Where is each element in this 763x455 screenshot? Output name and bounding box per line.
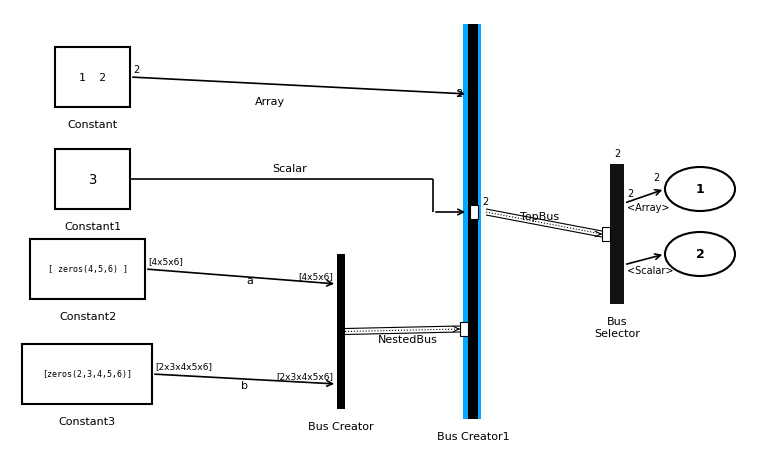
Text: Constant3: Constant3: [59, 416, 115, 426]
Text: Constant1: Constant1: [64, 222, 121, 232]
Bar: [463, 25, 481, 419]
Text: 1: 1: [696, 183, 704, 196]
Bar: [55, 48, 130, 108]
Text: <Array>: <Array>: [627, 203, 669, 213]
Text: <Scalar>: <Scalar>: [627, 265, 674, 275]
Text: Bus
Selector: Bus Selector: [594, 316, 640, 338]
Text: 2: 2: [627, 189, 633, 199]
Text: [2x3x4x5x6]: [2x3x4x5x6]: [276, 371, 333, 380]
Text: 2: 2: [482, 197, 488, 207]
Bar: [610, 165, 624, 304]
Text: [4x5x6]: [4x5x6]: [298, 271, 333, 280]
Text: 3: 3: [89, 172, 97, 187]
Bar: [470, 206, 478, 219]
Text: 2: 2: [457, 89, 463, 99]
Text: Bus Creator: Bus Creator: [308, 421, 374, 431]
Text: [2x3x4x5x6]: [2x3x4x5x6]: [155, 361, 212, 370]
Text: 2: 2: [614, 149, 620, 159]
Ellipse shape: [665, 167, 735, 212]
Bar: [337, 254, 345, 409]
Text: [zeros(2,3,4,5,6)]: [zeros(2,3,4,5,6)]: [42, 369, 132, 379]
Text: [ zeros(4,5,6) ]: [ zeros(4,5,6) ]: [47, 265, 127, 274]
Text: NestedBus: NestedBus: [378, 334, 438, 344]
Text: 1  2: 1 2: [79, 73, 106, 83]
Bar: [22, 344, 152, 404]
Text: a: a: [246, 275, 253, 285]
Text: 2: 2: [696, 248, 704, 261]
Text: [4x5x6]: [4x5x6]: [148, 257, 183, 265]
Text: Constant: Constant: [67, 120, 118, 130]
Ellipse shape: [665, 233, 735, 276]
Bar: [468, 25, 478, 419]
Bar: [30, 239, 145, 299]
Text: 2: 2: [654, 172, 660, 182]
Text: Array: Array: [255, 97, 285, 107]
Text: Bus Creator1: Bus Creator1: [436, 431, 510, 441]
Text: Constant2: Constant2: [59, 311, 116, 321]
Bar: [460, 322, 468, 336]
Text: Scalar: Scalar: [272, 164, 307, 174]
Text: 2: 2: [133, 65, 140, 75]
Text: b: b: [242, 380, 249, 390]
Bar: [55, 150, 130, 210]
Text: TopBus: TopBus: [520, 212, 559, 222]
Bar: [602, 228, 610, 242]
